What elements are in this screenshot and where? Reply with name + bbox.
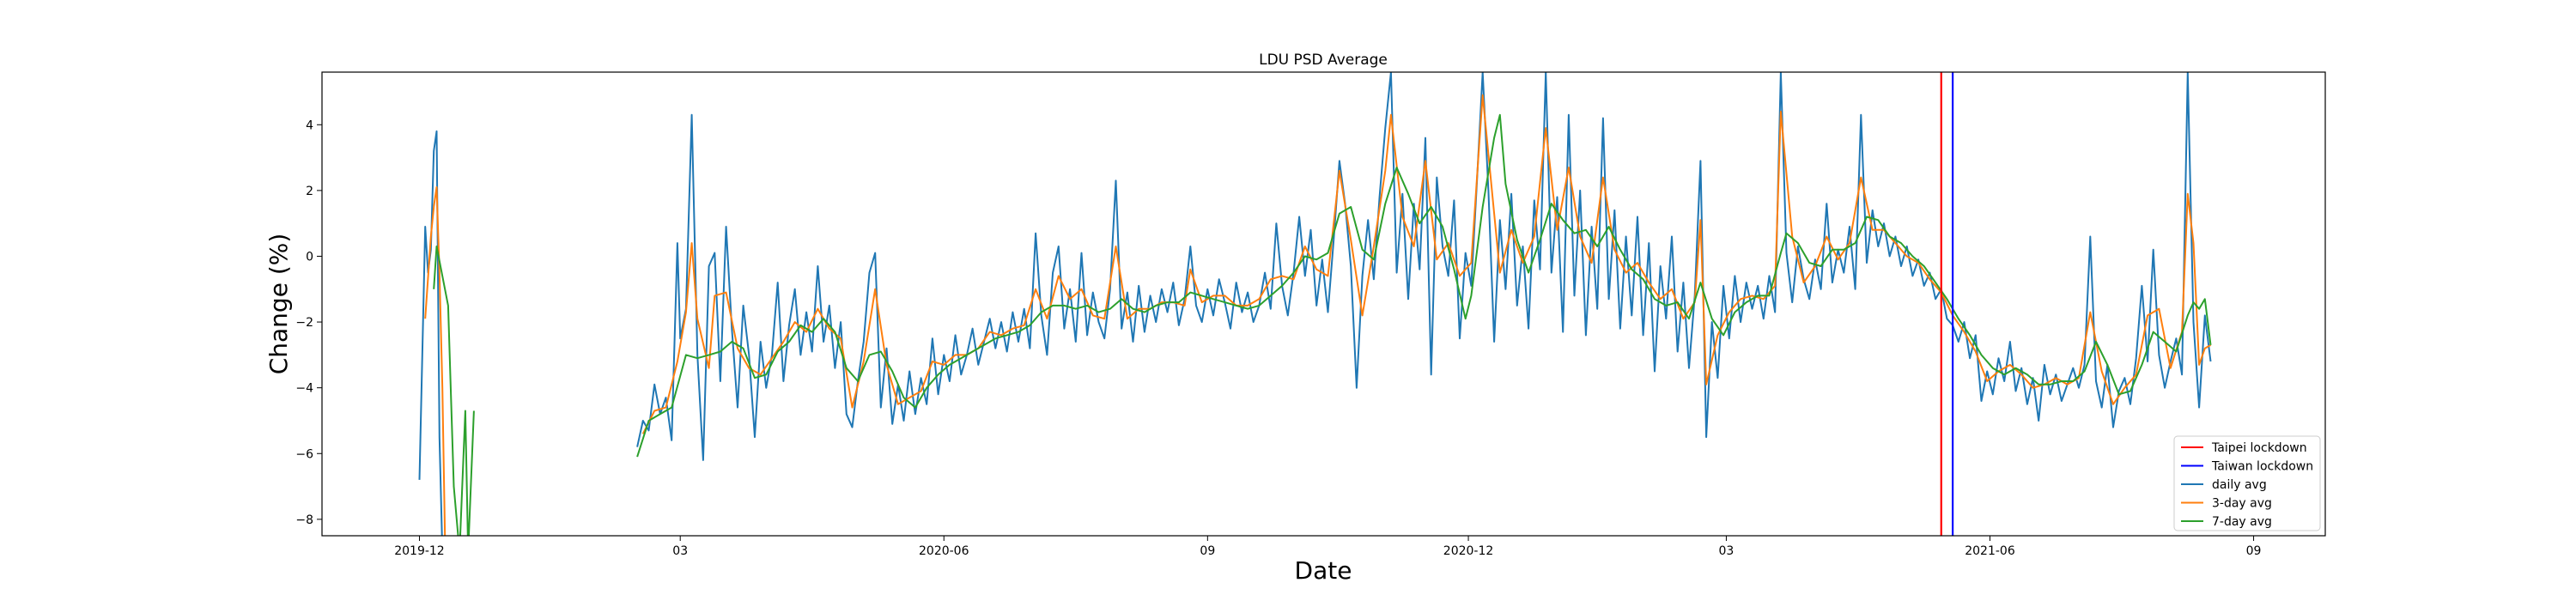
legend: Taipei lockdown Taiwan lockdown daily avg 3… [2173,435,2321,531]
y-tick-label: −2 [295,316,313,330]
x-tick-label: 03 [672,544,688,558]
series-line [636,113,2212,458]
y-tick-label: −8 [295,513,313,527]
y-tick-label: −6 [295,447,313,461]
x-tick-label: 09 [1200,544,1215,558]
x-tick-label: 03 [1719,544,1735,558]
series-daily-avg [418,72,2212,536]
x-tick-label: 2020-12 [1443,544,1494,558]
legend-label: Taipei lockdown [2211,441,2307,455]
series-line [636,72,2212,461]
y-tick-label: 4 [306,118,313,132]
x-tick-label: 2019-12 [394,544,445,558]
plot-background [322,72,2325,536]
y-tick-label: 0 [306,250,313,264]
y-tick-label: −4 [295,382,313,396]
x-tick-label: 2020-06 [919,544,969,558]
legend-label: Taiwan lockdown [2211,460,2313,474]
series-line [418,130,443,536]
y-axis-label: Change (%) [264,234,293,375]
legend-label: 3-day avg [2212,497,2272,511]
chart-title: LDU PSD Average [1259,52,1388,69]
series-line [424,186,447,536]
series-7-day-avg [433,113,2212,536]
plot-frame [321,71,2326,537]
series-line [641,94,2211,434]
x-axis-label: Date [1295,556,1352,585]
y-tick-label: 2 [306,185,313,198]
x-tick-label: 09 [2246,544,2262,558]
series-line [433,246,475,536]
series-3-day-avg [424,94,2211,536]
legend-label: daily avg [2212,478,2267,492]
x-tick-label: 2021-06 [1965,544,2015,558]
legend-box [2173,435,2321,531]
legend-label: 7-day avg [2212,515,2272,529]
